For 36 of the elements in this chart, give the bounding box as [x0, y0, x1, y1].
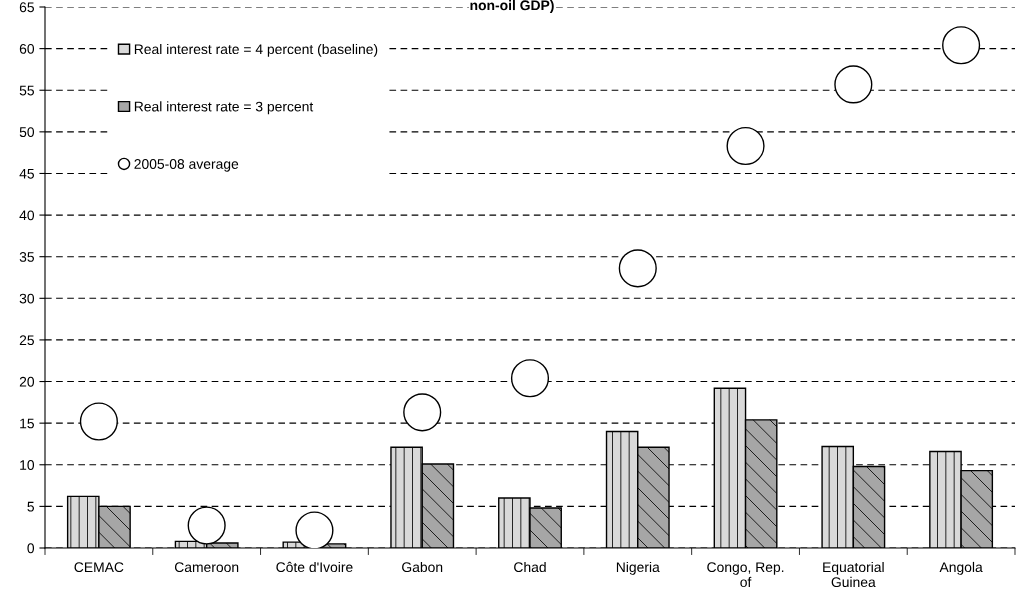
x-tick-label: Côte d'Ivoire: [276, 561, 353, 573]
y-tick-label: 0: [27, 543, 35, 554]
y-tick-label: 55: [19, 85, 34, 96]
y-tick-label: 30: [19, 293, 35, 304]
y-tick-label: 15: [20, 418, 34, 429]
x-tick-label: CEMAC: [74, 562, 124, 573]
point: [510, 359, 550, 398]
point: [834, 65, 873, 104]
y-tick-label: 25: [19, 335, 34, 346]
y-tick-label: 50: [19, 127, 35, 138]
point: [403, 393, 442, 432]
y-tick-label: 35: [19, 252, 34, 262]
legend-label: Real interest rate = 3 percent: [134, 101, 314, 115]
y-tick-label: 5: [27, 501, 34, 512]
x-tick-label: Nigeria: [616, 561, 660, 575]
y-tick-label: 60: [19, 43, 35, 54]
y-tick-label: 20: [19, 376, 35, 387]
point: [79, 402, 118, 441]
x-tick-label: Chad: [514, 561, 546, 573]
point: [187, 506, 226, 545]
y-tick-label: 40: [19, 210, 35, 221]
legend-label: 2005-08 average: [134, 159, 239, 172]
x-tick-label: Cameroon: [174, 562, 239, 573]
point: [295, 511, 334, 548]
point: [618, 249, 657, 288]
x-tick-label: Gabon: [402, 561, 443, 573]
x-tick-label: Equatorial Guinea: [823, 561, 884, 588]
x-tick-label: Congo, Rep. of: [707, 562, 784, 588]
point: [726, 126, 765, 166]
legend-label: Real interest rate = 4 percent (baseline): [134, 43, 378, 57]
x-tick-label: Angola: [939, 561, 983, 575]
chart-title: non-oil GDP): [470, 0, 554, 13]
y-tick-label: 65: [19, 2, 34, 13]
y-tick-label: 45: [19, 168, 34, 179]
point: [942, 26, 981, 65]
y-tick-label: 10: [20, 460, 35, 470]
